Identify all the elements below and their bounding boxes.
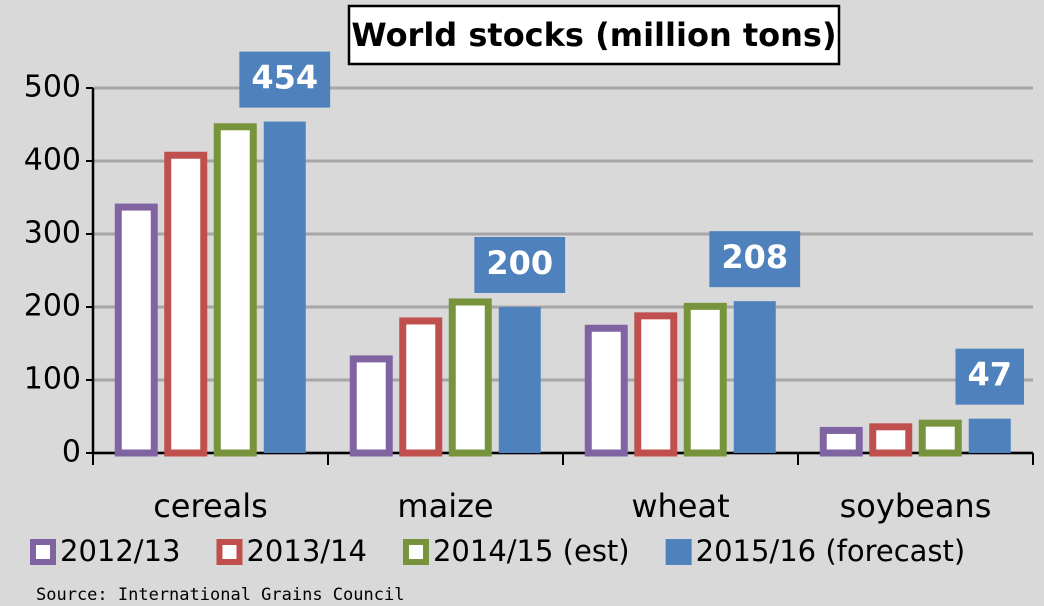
bar [634,312,678,457]
x-tick-label: cereals [153,487,268,525]
bar [164,151,208,457]
bar [498,307,541,453]
legend-label: 2014/15 (est) [433,534,630,568]
value-label-box [709,231,801,288]
value-label-group: 47 [955,348,1025,405]
value-label: 454 [251,59,318,97]
bar [584,324,628,457]
bar [263,121,306,453]
y-tick-label: 300 [24,216,81,251]
title-box [347,4,841,66]
legend-swatch [216,539,243,565]
legend-label: 2015/16 (forecast) [696,534,966,568]
y-tick-label: 400 [24,143,81,178]
bar [968,418,1011,453]
bar [819,426,863,457]
legend-label: 2012/13 [60,534,180,568]
source: Source: International Grains Council [36,585,404,605]
bar [213,123,257,457]
value-label: 208 [721,238,788,276]
bar [918,419,962,457]
bar [114,203,158,457]
value-label-box [474,237,566,293]
x-tick-label: maize [397,487,493,525]
bar [399,317,443,457]
bar [869,423,913,457]
bar [733,301,776,453]
y-tick-label: 100 [24,362,81,397]
bar [448,298,492,457]
legend-swatch [30,539,56,565]
value-label-box [239,51,331,108]
x-tick-label: soybeans [840,487,992,525]
value-label-group: 454 [239,51,331,108]
value-label-box [955,348,1025,405]
value-label-group: 200 [474,237,566,293]
y-tick-label: 200 [24,289,81,324]
legend-label: 2013/14 [246,534,366,568]
y-tick-label: 500 [24,70,81,105]
bar [349,355,393,457]
value-label: 200 [486,244,553,282]
y-tick-label: 0 [62,435,81,470]
value-label: 47 [967,356,1012,394]
legend-swatch [402,539,429,565]
value-label-group: 208 [709,231,801,288]
chart-title: World stocks (million tons) [351,16,836,54]
legend-swatch [665,539,692,565]
bar [683,302,727,457]
x-tick-label: wheat [631,487,729,525]
